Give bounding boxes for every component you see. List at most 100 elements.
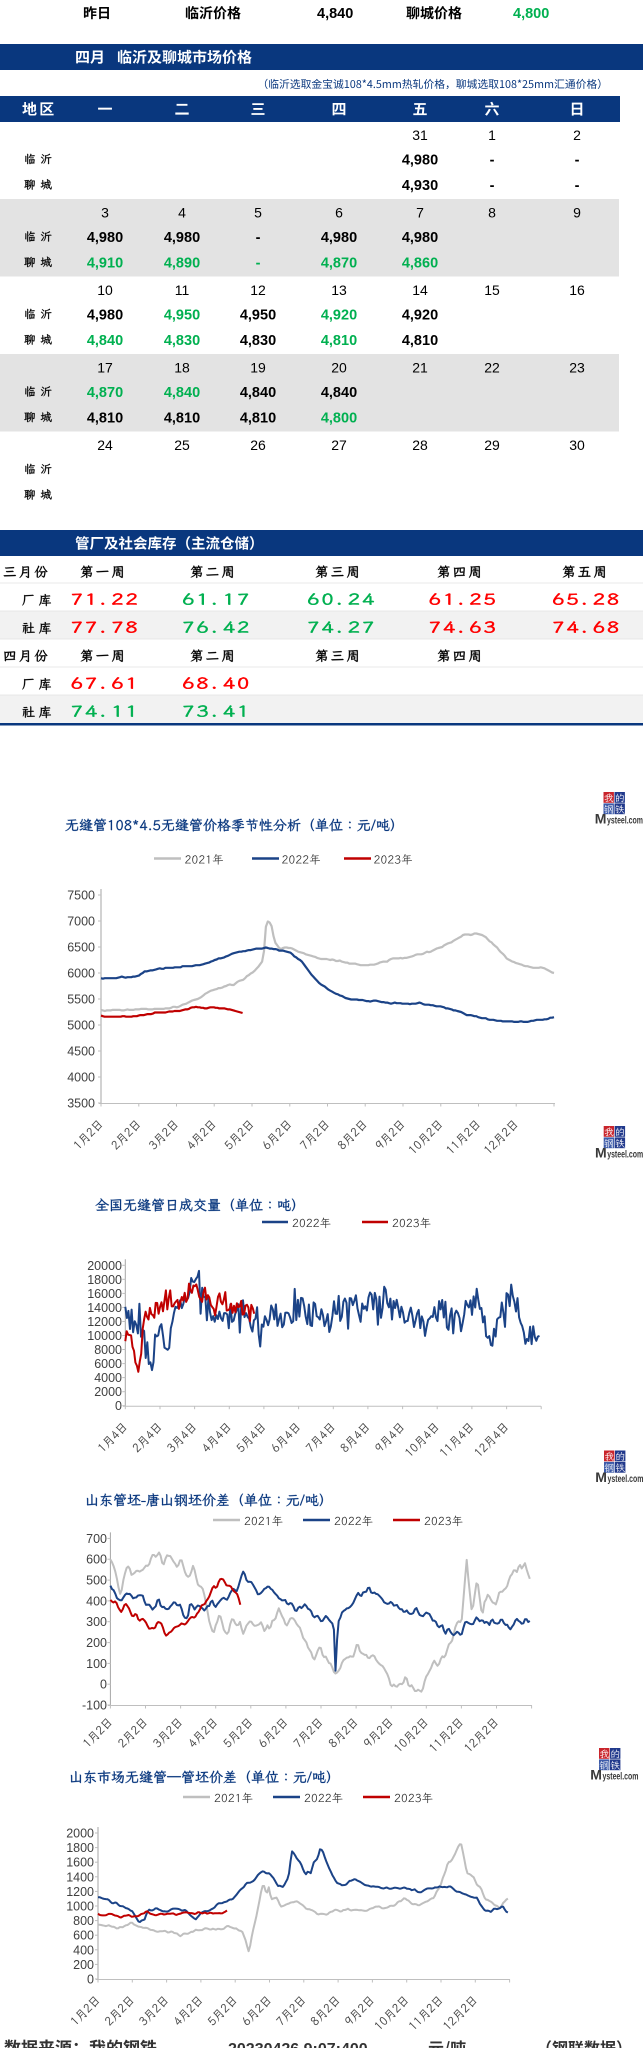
svg-text:4: 4 [178,205,186,221]
svg-text:12: 12 [250,282,266,298]
svg-text:5500: 5500 [67,993,95,1007]
svg-text:1000: 1000 [66,1900,94,1914]
svg-text:4,840: 4,840 [164,385,200,401]
svg-text:18: 18 [174,360,190,376]
svg-text:4,980: 4,980 [321,230,357,246]
svg-text:1200: 1200 [66,1885,94,1899]
svg-text:400: 400 [73,1943,94,1957]
svg-text:1: 1 [488,127,496,143]
svg-text:-: - [575,153,580,169]
svg-text:18000: 18000 [87,1273,122,1287]
svg-text:4,930: 4,930 [402,178,438,194]
svg-text:28: 28 [412,437,428,453]
svg-text:4,950: 4,950 [240,308,276,324]
svg-text:1400: 1400 [66,1870,94,1884]
svg-text:25: 25 [174,437,190,453]
svg-text:4500: 4500 [67,1045,95,1059]
svg-text:21: 21 [412,360,428,376]
svg-text:4,800: 4,800 [321,411,357,427]
svg-text:22: 22 [484,360,500,376]
svg-text:4,810: 4,810 [240,411,276,427]
svg-text:7500: 7500 [67,889,95,903]
svg-text:14: 14 [412,282,428,298]
svg-text:24: 24 [97,437,113,453]
svg-text:1800: 1800 [66,1841,94,1855]
svg-text:4,890: 4,890 [164,256,200,272]
svg-text:-: - [256,256,261,272]
svg-text:3: 3 [101,205,109,221]
svg-text:4,980: 4,980 [87,230,123,246]
svg-text:6: 6 [335,205,343,221]
svg-text:0: 0 [100,1678,107,1692]
svg-text:400: 400 [86,1594,107,1608]
svg-text:300: 300 [86,1615,107,1629]
svg-text:4,810: 4,810 [87,411,123,427]
svg-text:4,810: 4,810 [402,333,438,349]
svg-text:ysteel.com: ysteel.com [607,1149,643,1160]
svg-text:3500: 3500 [67,1097,95,1111]
svg-text:26: 26 [250,437,266,453]
svg-text:29: 29 [484,437,500,453]
svg-text:4000: 4000 [94,1371,122,1385]
svg-text:4,840: 4,840 [317,6,353,22]
svg-text:M: M [590,1766,602,1782]
svg-text:M: M [595,810,607,826]
svg-text:ysteel.com: ysteel.com [603,1771,639,1782]
svg-text:4,830: 4,830 [240,333,276,349]
svg-text:500: 500 [86,1574,107,1588]
svg-text:4000: 4000 [67,1071,95,1085]
svg-text:600: 600 [73,1929,94,1943]
svg-text:31: 31 [412,127,428,143]
svg-text:6000: 6000 [67,967,95,981]
svg-text:8000: 8000 [94,1343,122,1357]
svg-text:10: 10 [97,282,113,298]
svg-text:2: 2 [573,127,581,143]
svg-text:10000: 10000 [87,1329,122,1343]
svg-text:-: - [490,153,495,169]
svg-text:ysteel.com: ysteel.com [608,1474,643,1485]
svg-text:4,840: 4,840 [87,333,123,349]
svg-text:6500: 6500 [67,941,95,955]
svg-text:4,910: 4,910 [87,256,123,272]
svg-text:2000: 2000 [94,1385,122,1399]
svg-text:ysteel.com: ysteel.com [607,815,643,826]
svg-text:17: 17 [97,360,113,376]
svg-text:4,980: 4,980 [402,153,438,169]
svg-text:12000: 12000 [87,1315,122,1329]
svg-text:4,980: 4,980 [87,308,123,324]
svg-text:100: 100 [86,1657,107,1671]
svg-text:M: M [595,1469,607,1485]
svg-text:27: 27 [331,437,347,453]
svg-text:M: M [595,1144,607,1160]
svg-text:19: 19 [250,360,266,376]
svg-text:4,870: 4,870 [321,256,357,272]
svg-text:-: - [575,178,580,194]
svg-text:2000: 2000 [66,1827,94,1841]
svg-text:700: 700 [86,1532,107,1546]
svg-text:4,860: 4,860 [402,256,438,272]
svg-text:0: 0 [87,1973,94,1987]
svg-text:4,840: 4,840 [321,385,357,401]
svg-text:23: 23 [569,360,585,376]
svg-text:5: 5 [254,205,262,221]
svg-text:4,830: 4,830 [164,333,200,349]
svg-text:7: 7 [416,205,424,221]
svg-text:16: 16 [569,282,585,298]
svg-text:15: 15 [484,282,500,298]
svg-text:20230426 9:07:400: 20230426 9:07:400 [228,2041,368,2048]
svg-text:30: 30 [569,437,585,453]
svg-text:11: 11 [175,282,190,298]
svg-text:200: 200 [73,1958,94,1972]
svg-text:4,980: 4,980 [164,230,200,246]
svg-text:4,810: 4,810 [164,411,200,427]
svg-text:4,800: 4,800 [513,6,549,22]
svg-text:-: - [490,178,495,194]
svg-text:200: 200 [86,1636,107,1650]
svg-text:-100: -100 [82,1699,107,1713]
svg-text:20000: 20000 [87,1259,122,1273]
svg-text:4,920: 4,920 [402,308,438,324]
svg-text:1600: 1600 [66,1856,94,1870]
svg-text:4,840: 4,840 [240,385,276,401]
svg-text:7000: 7000 [67,915,95,929]
svg-text:6000: 6000 [94,1357,122,1371]
